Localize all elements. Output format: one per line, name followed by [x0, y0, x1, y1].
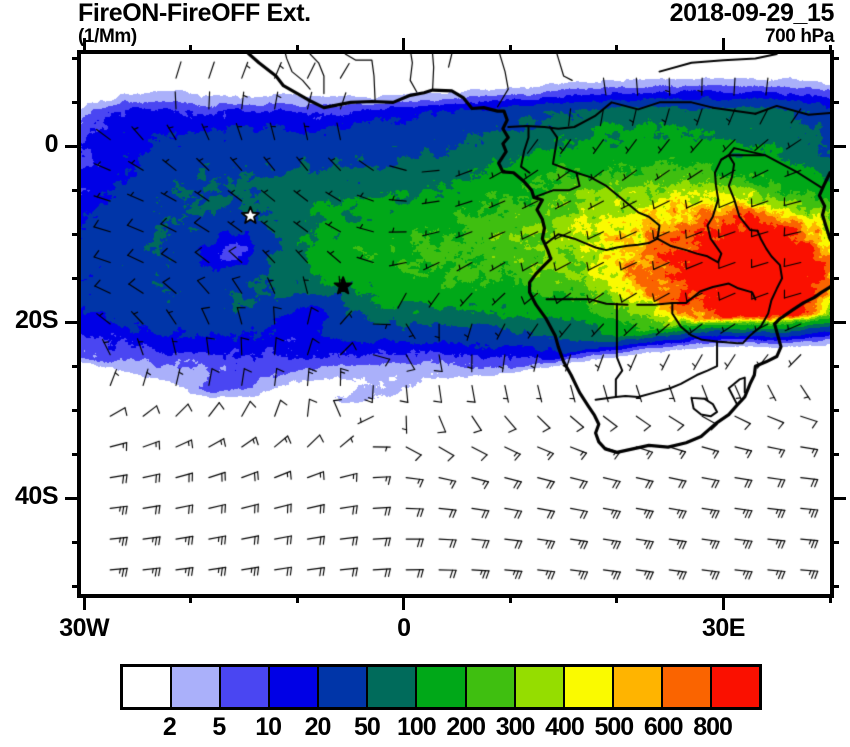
x-tick — [295, 45, 299, 54]
date-label: 2018-09-29_15 — [669, 0, 835, 27]
units-label: (1/Mm) — [78, 26, 137, 47]
x-tick — [189, 594, 193, 603]
y-tick — [830, 496, 846, 500]
y-axis-label: 20S — [15, 306, 58, 335]
y-tick — [830, 232, 839, 236]
x-tick — [828, 45, 832, 54]
colorbar — [120, 664, 762, 710]
y-tick — [72, 452, 81, 456]
y-tick — [72, 56, 81, 60]
colorbar-tick: 2 — [162, 713, 177, 741]
colorbar-swatch — [368, 667, 418, 707]
colorbar-tick: 500 — [594, 713, 634, 741]
colorbar-swatch — [613, 667, 663, 707]
x-tick — [82, 594, 86, 610]
y-tick — [830, 452, 839, 456]
y-tick — [830, 276, 839, 280]
y-tick — [830, 364, 839, 368]
colorbar-swatch — [564, 667, 614, 707]
level-label: 700 hPa — [764, 26, 834, 47]
y-tick — [830, 320, 846, 324]
x-tick — [295, 594, 299, 603]
y-axis-label: 0 — [44, 130, 59, 159]
x-tick — [615, 45, 619, 54]
y-tick — [72, 188, 81, 192]
y-tick — [72, 276, 81, 280]
x-tick — [402, 594, 406, 610]
colorbar-tick: 10 — [255, 713, 282, 741]
colorbar-swatch — [466, 667, 516, 707]
x-tick — [721, 594, 725, 610]
colorbar-swatch — [417, 667, 467, 707]
y-tick — [830, 408, 839, 412]
y-tick — [72, 540, 81, 544]
colorbar-swatch — [515, 667, 565, 707]
y-tick — [830, 56, 839, 60]
colorbar-swatch — [319, 667, 369, 707]
y-tick — [72, 584, 81, 588]
x-tick — [615, 594, 619, 603]
x-axis-label: 30E — [701, 614, 745, 642]
y-tick — [830, 188, 839, 192]
y-tick — [72, 364, 81, 368]
colorbar-tick: 600 — [643, 713, 684, 741]
wind-barb-overlay-canvas — [81, 54, 830, 594]
x-tick — [189, 45, 193, 54]
y-tick — [830, 144, 846, 148]
colorbar-tick: 800 — [693, 713, 733, 741]
x-tick — [828, 594, 832, 603]
colorbar-swatch — [221, 667, 271, 707]
colorbar-tick: 20 — [304, 713, 332, 741]
colorbar-tick: 50 — [354, 713, 381, 741]
colorbar-tick: 100 — [396, 713, 437, 741]
y-tick — [72, 232, 81, 236]
y-tick — [65, 320, 81, 324]
colorbar-tick: 400 — [545, 713, 585, 741]
colorbar-swatch — [172, 667, 222, 707]
page-title: FireON-FireOFF Ext. — [78, 0, 311, 27]
x-axis-label: 30W — [59, 614, 110, 642]
colorbar-swatch — [662, 667, 712, 707]
y-tick — [72, 100, 81, 104]
colorbar-tick: 5 — [212, 713, 226, 741]
colorbar-tick: 200 — [446, 713, 486, 741]
x-tick — [508, 594, 512, 603]
y-axis-label: 40S — [15, 482, 58, 511]
colorbar-swatch — [123, 667, 173, 707]
colorbar-tick-labels: 2 5 10 20 50 100 200 300 400 500 600 800 — [120, 713, 762, 745]
y-tick — [830, 584, 839, 588]
x-axis-label: 0 — [397, 614, 411, 642]
colorbar-tick: 300 — [495, 713, 536, 741]
y-tick — [65, 496, 81, 500]
x-tick — [721, 38, 725, 54]
y-tick — [72, 408, 81, 412]
colorbar-swatch — [270, 667, 320, 707]
colorbar-swatch — [711, 667, 760, 707]
map-plot-area — [77, 50, 834, 598]
x-tick — [508, 45, 512, 54]
y-tick — [65, 144, 81, 148]
x-tick — [82, 38, 86, 54]
x-tick — [402, 38, 406, 54]
y-tick — [830, 540, 839, 544]
y-tick — [830, 100, 839, 104]
